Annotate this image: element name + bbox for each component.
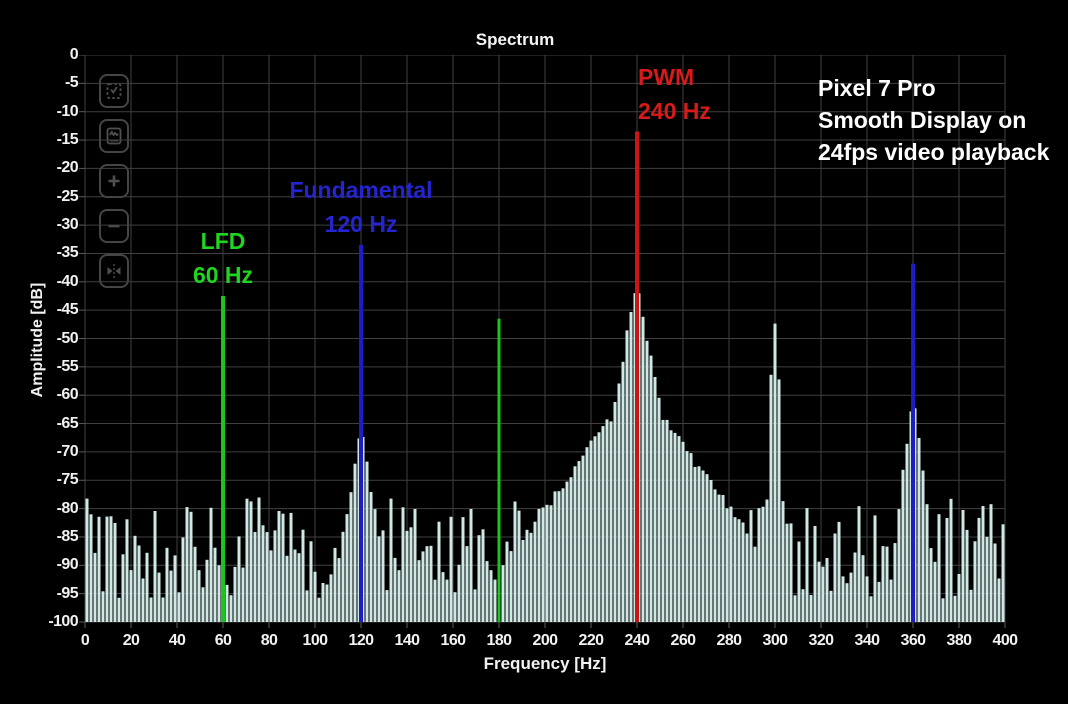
peak-marker-line	[635, 131, 639, 622]
y-tick-label: 0	[69, 46, 79, 63]
annotation-line: Pixel 7 Pro	[818, 75, 936, 101]
y-tick-label: -55	[56, 357, 79, 375]
y-tick-label: -75	[56, 471, 79, 489]
zoom-out-button[interactable]	[99, 209, 129, 243]
y-tick-label: -60	[56, 386, 79, 404]
x-tick-label: 380	[946, 632, 973, 649]
x-tick-label: 0	[80, 632, 90, 649]
x-tick-label: 400	[992, 632, 1019, 649]
x-tick-label: 100	[302, 632, 329, 649]
x-tick-label: 280	[716, 632, 743, 649]
zoom-select-button[interactable]	[99, 74, 129, 108]
annotation-line: 24fps video playback	[818, 139, 1050, 165]
chart-title: Spectrum	[475, 30, 555, 49]
zoom-out-icon	[104, 214, 124, 238]
annotation-text: Pixel 7 Pro Smooth Display on 24fps vide…	[818, 72, 1049, 168]
x-tick-label: 20	[122, 632, 140, 649]
x-tick-label: 300	[762, 632, 789, 649]
y-tick-label: -20	[56, 159, 79, 177]
spectrum-bars	[85, 293, 1005, 622]
peak-marker-line	[359, 244, 363, 622]
fit-view-icon	[104, 259, 124, 283]
x-tick-label: 320	[808, 632, 835, 649]
peak-marker-line	[221, 296, 225, 622]
x-tick-label: 200	[532, 632, 559, 649]
y-tick-label: -35	[56, 244, 79, 262]
y-tick-label: -100	[48, 613, 78, 630]
autoscale-button[interactable]	[99, 119, 129, 153]
x-tick-label: 40	[168, 632, 186, 649]
x-tick-label: 220	[578, 632, 605, 649]
x-tick-label: 340	[854, 632, 881, 649]
x-tick-label: 360	[900, 632, 927, 649]
x-tick-label: 180	[486, 632, 513, 649]
x-tick-label: 60	[214, 632, 232, 649]
x-tick-label: 160	[440, 632, 467, 649]
y-tick-label: -85	[56, 527, 79, 545]
x-tick-label: 80	[260, 632, 278, 649]
x-tick-label: 140	[394, 632, 421, 649]
peak-marker-line	[911, 263, 915, 622]
peak-marker-line	[497, 318, 501, 622]
x-axis-label: Frequency [Hz]	[483, 654, 607, 673]
y-tick-label: -15	[56, 131, 79, 149]
zoom-select-icon	[104, 79, 124, 103]
y-tick-label: -65	[56, 414, 79, 432]
y-tick-label: -40	[56, 272, 79, 290]
y-tick-label: -5	[64, 74, 79, 92]
y-tick-label: -30	[56, 216, 79, 234]
y-tick-label: -80	[56, 499, 79, 517]
x-tick-label: 120	[348, 632, 375, 649]
x-tick-label: 260	[670, 632, 697, 649]
plot-area[interactable]	[75, 54, 1015, 635]
annotation-line: Smooth Display on	[818, 107, 1027, 133]
peak-label: LFD 60 Hz	[192, 227, 254, 288]
fit-view-button[interactable]	[99, 254, 129, 288]
y-tick-label: -95	[56, 584, 79, 602]
x-tick-label: 240	[624, 632, 651, 649]
y-tick-label: -25	[56, 187, 79, 205]
peak-label: Fundamental 120 Hz	[289, 176, 433, 237]
y-tick-label: -10	[56, 102, 79, 120]
zoom-in-icon	[104, 169, 124, 193]
y-tick-label: -90	[56, 556, 79, 574]
y-tick-label: -50	[56, 329, 79, 347]
y-tick-label: -45	[56, 301, 79, 319]
peak-label: PWM 240 Hz	[638, 63, 711, 124]
y-tick-label: -70	[56, 442, 79, 460]
